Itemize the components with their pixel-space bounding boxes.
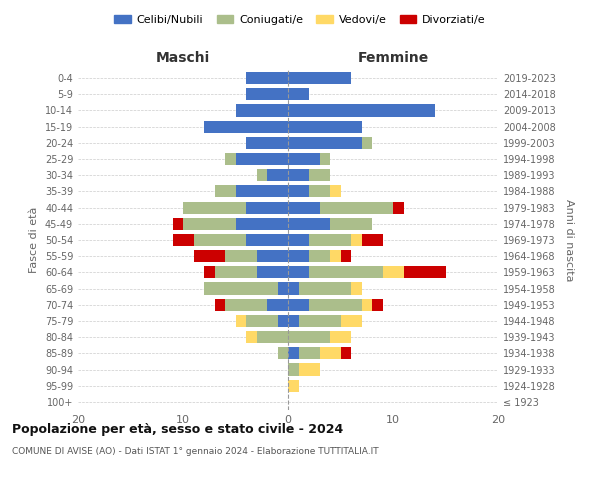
Bar <box>204 266 215 278</box>
Bar <box>173 234 193 246</box>
Bar <box>309 169 330 181</box>
Bar <box>257 169 267 181</box>
Bar <box>246 202 288 213</box>
Bar <box>299 364 320 376</box>
Bar <box>341 315 361 327</box>
Bar <box>267 169 288 181</box>
Bar <box>183 202 246 213</box>
Bar <box>309 186 330 198</box>
Bar <box>288 72 351 84</box>
Bar <box>288 169 309 181</box>
Text: Popolazione per età, sesso e stato civile - 2024: Popolazione per età, sesso e stato civil… <box>12 422 343 436</box>
Bar <box>225 250 257 262</box>
Bar <box>330 250 341 262</box>
Y-axis label: Anni di nascita: Anni di nascita <box>564 198 574 281</box>
Bar <box>320 202 393 213</box>
Bar <box>183 218 235 230</box>
Bar <box>288 331 330 343</box>
Bar <box>257 266 288 278</box>
Bar <box>288 186 309 198</box>
Bar <box>299 282 351 294</box>
Bar <box>288 234 309 246</box>
Bar <box>404 266 445 278</box>
Bar <box>246 88 288 101</box>
Bar <box>299 348 320 360</box>
Bar <box>393 202 404 213</box>
Bar <box>288 120 361 132</box>
Bar <box>246 72 288 84</box>
Y-axis label: Fasce di età: Fasce di età <box>29 207 39 273</box>
Bar <box>235 186 288 198</box>
Bar <box>288 137 361 149</box>
Bar <box>351 282 361 294</box>
Bar <box>277 315 288 327</box>
Bar <box>309 266 383 278</box>
Bar <box>288 282 299 294</box>
Bar <box>320 348 341 360</box>
Text: Maschi: Maschi <box>156 51 210 65</box>
Bar <box>288 88 309 101</box>
Bar <box>173 218 183 230</box>
Bar <box>330 331 351 343</box>
Bar <box>320 153 330 165</box>
Bar <box>235 153 288 165</box>
Bar <box>288 315 299 327</box>
Bar <box>288 364 299 376</box>
Bar <box>288 218 330 230</box>
Bar <box>215 186 235 198</box>
Bar <box>330 218 372 230</box>
Bar <box>193 234 246 246</box>
Bar <box>277 348 288 360</box>
Bar <box>246 315 277 327</box>
Bar <box>257 250 288 262</box>
Bar <box>246 137 288 149</box>
Bar <box>288 380 299 392</box>
Bar <box>235 218 288 230</box>
Bar <box>225 298 267 311</box>
Bar <box>257 331 288 343</box>
Bar <box>193 250 225 262</box>
Bar <box>215 266 257 278</box>
Legend: Celibi/Nubili, Coniugati/e, Vedovi/e, Divorziati/e: Celibi/Nubili, Coniugati/e, Vedovi/e, Di… <box>110 10 490 29</box>
Bar <box>277 282 288 294</box>
Bar <box>215 298 225 311</box>
Bar <box>299 315 341 327</box>
Bar <box>288 266 309 278</box>
Bar <box>361 298 372 311</box>
Bar <box>288 250 309 262</box>
Bar <box>288 104 435 117</box>
Bar <box>288 153 320 165</box>
Bar <box>309 234 351 246</box>
Bar <box>383 266 404 278</box>
Bar <box>309 250 330 262</box>
Text: Femmine: Femmine <box>358 51 428 65</box>
Bar <box>288 298 309 311</box>
Bar <box>351 234 361 246</box>
Bar <box>267 298 288 311</box>
Bar <box>372 298 383 311</box>
Bar <box>288 348 299 360</box>
Bar <box>361 234 383 246</box>
Bar <box>225 153 235 165</box>
Bar <box>204 282 277 294</box>
Bar <box>204 120 288 132</box>
Bar <box>330 186 341 198</box>
Bar <box>235 104 288 117</box>
Bar <box>309 298 361 311</box>
Bar <box>341 348 351 360</box>
Bar <box>246 234 288 246</box>
Text: COMUNE DI AVISE (AO) - Dati ISTAT 1° gennaio 2024 - Elaborazione TUTTITALIA.IT: COMUNE DI AVISE (AO) - Dati ISTAT 1° gen… <box>12 448 379 456</box>
Bar <box>288 202 320 213</box>
Bar <box>361 137 372 149</box>
Bar <box>246 331 257 343</box>
Bar <box>341 250 351 262</box>
Bar <box>235 315 246 327</box>
